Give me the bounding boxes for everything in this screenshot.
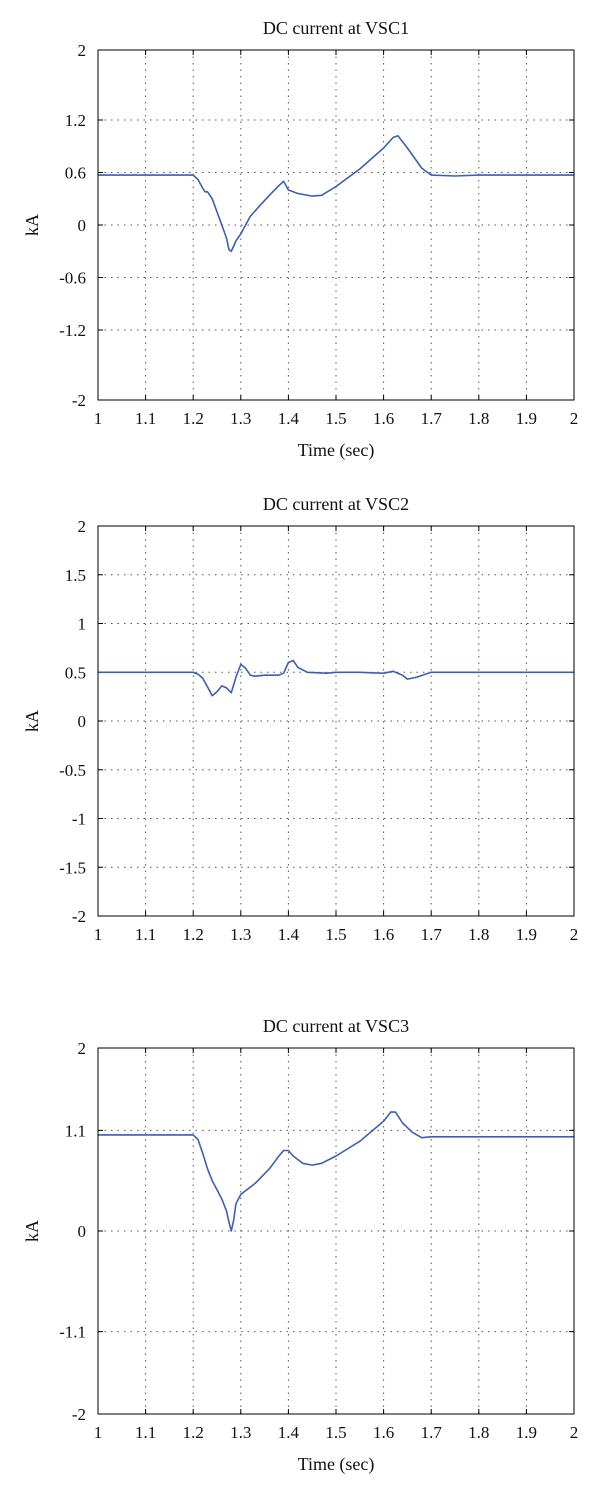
x-tick-label: 1.3 (230, 925, 251, 944)
x-tick-label: 1.7 (421, 925, 443, 944)
y-tick-label: -0.6 (59, 269, 86, 288)
y-tick-label: -2 (72, 1405, 86, 1424)
y-tick-label: -1.5 (59, 858, 86, 877)
x-tick-label: 1 (94, 925, 103, 944)
x-tick-label: 1.5 (325, 925, 346, 944)
x-tick-label: 1.3 (230, 409, 251, 428)
x-tick-label: 1.8 (468, 409, 489, 428)
y-tick-label: 1 (78, 615, 87, 634)
x-tick-label: 1.5 (325, 1423, 346, 1442)
x-tick-label: 2 (570, 925, 579, 944)
x-tick-label: 1.4 (278, 409, 300, 428)
series-line-vsc3 (98, 1111, 574, 1232)
x-tick-label: 1.6 (373, 925, 394, 944)
x-tick-label: 1.3 (230, 1423, 251, 1442)
y-tick-label: 0 (78, 712, 87, 731)
x-tick-label: 1 (94, 409, 103, 428)
y-tick-label: -1 (72, 810, 86, 829)
y-tick-label: -1.2 (59, 321, 86, 340)
chart-title: DC current at VSC1 (263, 18, 409, 38)
x-tick-label: 1.1 (135, 925, 156, 944)
y-tick-label: -0.5 (59, 761, 86, 780)
plot-frame (97, 1047, 575, 1415)
x-tick-label: 1.4 (278, 1423, 300, 1442)
x-axis-label: Time (sec) (298, 1454, 375, 1475)
y-tick-label: 2 (78, 41, 87, 60)
chart-svg-vsc2: DC current at VSC2 1 1.1 1.2 1.3 1.4 1.5 1.6 1.7… (22, 494, 579, 944)
y-tick-label: 0 (78, 216, 87, 235)
x-tick-label: 1 (94, 1423, 103, 1442)
x-tick-label: 1.2 (183, 925, 204, 944)
x-tick-label: 1.2 (183, 1423, 204, 1442)
x-tick-label: 2 (570, 409, 579, 428)
series-line-vsc2 (98, 659, 574, 697)
plot-frame (97, 525, 575, 917)
series-line-vsc1 (98, 135, 574, 253)
y-tick-label: -2 (72, 907, 86, 926)
x-tick-label: 1.5 (325, 409, 346, 428)
y-tick-label: 2 (78, 517, 87, 536)
y-tick-label: 0.6 (65, 164, 86, 183)
y-tick-label: 0.5 (65, 663, 86, 682)
y-tick-label: 1.2 (65, 111, 86, 130)
x-tick-label: 1.9 (516, 409, 537, 428)
y-axis-label: kA (22, 214, 42, 236)
x-tick-label: 1.9 (516, 1423, 537, 1442)
x-tick-label: 1.7 (421, 1423, 443, 1442)
chart-panel-vsc1: DC current at VSC1 1 1.1 1.2 1.3 1.4 1.5 1.6 1.7… (0, 0, 600, 470)
x-tick-label: 1.2 (183, 409, 204, 428)
x-tick-label: 1.1 (135, 409, 156, 428)
chart-svg-vsc3: DC current at VSC3 1 1.1 1.2 1.3 1.4 1.5 1.6 1.7… (22, 1016, 579, 1475)
y-tick-label: -2 (72, 391, 86, 410)
x-tick-label: 1.8 (468, 1423, 489, 1442)
chart-panel-vsc3: DC current at VSC3 1 1.1 1.2 1.3 1.4 1.5 1.6 1.7… (0, 998, 600, 1478)
x-tick-label: 1.6 (373, 409, 394, 428)
x-axis-label: Time (sec) (298, 440, 375, 461)
chart-panel-vsc2: DC current at VSC2 1 1.1 1.2 1.3 1.4 1.5 1.6 1.7… (0, 484, 600, 954)
x-tick-label: 1.6 (373, 1423, 394, 1442)
y-tick-label: 1.1 (65, 1121, 86, 1140)
x-tick-label: 1.7 (421, 409, 443, 428)
chart-title: DC current at VSC3 (263, 1016, 409, 1036)
x-tick-label: 2 (570, 1423, 579, 1442)
y-tick-label: 1.5 (65, 566, 86, 585)
x-tick-label: 1.8 (468, 925, 489, 944)
x-tick-label: 1.4 (278, 925, 300, 944)
chart-title: DC current at VSC2 (263, 494, 409, 514)
y-axis-label: kA (22, 710, 42, 732)
y-tick-label: 2 (78, 1039, 87, 1058)
y-tick-label: 0 (78, 1222, 87, 1241)
plot-frame (97, 49, 575, 401)
x-tick-label: 1.9 (516, 925, 537, 944)
chart-svg-vsc1: DC current at VSC1 1 1.1 1.2 1.3 1.4 1.5 1.6 1.7… (22, 18, 579, 461)
x-tick-label: 1.1 (135, 1423, 156, 1442)
y-axis-label: kA (22, 1220, 42, 1242)
y-tick-label: -1.1 (59, 1323, 86, 1342)
